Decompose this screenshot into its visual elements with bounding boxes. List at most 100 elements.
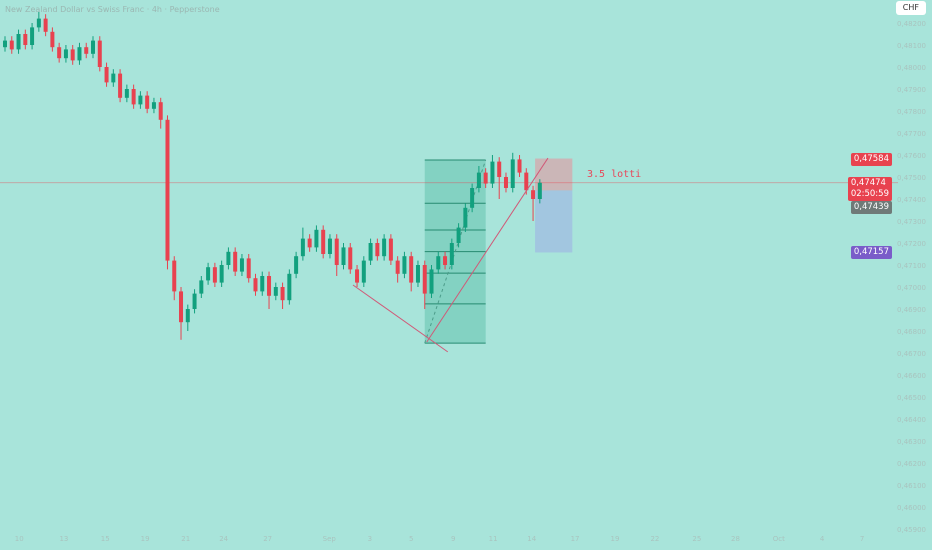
x-tick-label: 21 (181, 535, 190, 543)
candle-body (233, 251, 238, 272)
y-tick-label: 0,46400 (897, 416, 926, 424)
candle-body (63, 49, 68, 59)
x-tick-label: 7 (860, 535, 864, 543)
candle-body (273, 287, 278, 296)
trend-line (352, 284, 449, 353)
candle-body (246, 258, 251, 279)
x-tick-label: 27 (263, 535, 272, 543)
candle-body (402, 256, 407, 274)
candle-body (517, 159, 522, 173)
y-tick-label: 0,46300 (897, 438, 926, 446)
candle-body (348, 247, 353, 270)
candle-body (483, 172, 488, 184)
x-tick-label: 24 (219, 535, 228, 543)
target-price-badge: 0,47157 (850, 246, 892, 260)
x-tick-label: 14 (527, 535, 536, 543)
candle-body (91, 40, 96, 54)
candle-body (253, 278, 258, 292)
x-tick-label: Sep (323, 535, 337, 543)
candle-body (118, 73, 123, 98)
candle-body (151, 102, 156, 109)
currency-button[interactable]: CHF (895, 1, 926, 15)
candle-body (294, 256, 299, 274)
x-tick-label: 19 (611, 535, 620, 543)
target-zone (535, 190, 573, 253)
x-tick-label: 17 (571, 535, 580, 543)
candle-body (70, 49, 75, 61)
x-tick-label: 19 (141, 535, 150, 543)
candle-body (456, 227, 461, 243)
x-tick-label: 28 (731, 535, 740, 543)
candle-body (531, 190, 536, 199)
candle-body (23, 34, 28, 45)
candle-body (503, 177, 508, 188)
candle-body (3, 40, 7, 48)
y-tick-label: 0,47400 (897, 196, 926, 204)
candle-body (165, 119, 170, 261)
x-tick-label: Oct (773, 535, 785, 543)
candle-body (497, 161, 502, 177)
candle-body (30, 27, 35, 45)
candle-body (16, 34, 21, 50)
candle-body (77, 47, 82, 61)
candle-body (84, 47, 89, 54)
candle-body (443, 256, 448, 265)
candle-body (50, 31, 55, 48)
y-tick-label: 0,48100 (897, 42, 926, 50)
entry-price-badge: 0,47439 (850, 200, 892, 214)
symbol-title: New Zealand Dollar vs Swiss Franc · 4h ·… (5, 5, 220, 14)
y-tick-label: 0,46100 (897, 482, 926, 490)
y-tick-label: 0,48000 (897, 64, 926, 72)
candle-body (219, 265, 224, 283)
candle-body (470, 188, 475, 208)
candle-body (422, 265, 427, 294)
y-tick-label: 0,47100 (897, 262, 926, 270)
y-tick-label: 0,47500 (897, 174, 926, 182)
candle-body (300, 238, 305, 257)
candle-body (409, 256, 414, 283)
x-tick-label: 13 (59, 535, 68, 543)
stop-price-badge: 0,47584 (850, 152, 892, 166)
y-tick-label: 0,46900 (897, 306, 926, 314)
y-tick-label: 0,46200 (897, 460, 926, 468)
candle-body (429, 269, 434, 294)
y-tick-label: 0,47300 (897, 218, 926, 226)
last-price-value: 0,47474 (850, 177, 886, 188)
candle-body (212, 267, 217, 283)
candle-body (436, 256, 441, 270)
candle-body (158, 102, 163, 120)
candle-body (226, 251, 231, 265)
candle-body (463, 207, 468, 228)
candle-body (172, 260, 177, 292)
last-price-badge: 0,47474 02:50:59 (847, 176, 892, 201)
candle-body (138, 95, 143, 105)
y-tick-label: 0,47700 (897, 130, 926, 138)
y-tick-label: 0,46600 (897, 372, 926, 380)
y-tick-label: 0,46800 (897, 328, 926, 336)
candle-body (361, 260, 366, 283)
y-tick-label: 0,46000 (897, 504, 926, 512)
candle-body (267, 276, 272, 296)
fib-diagonal (424, 159, 487, 344)
y-tick-label: 0,46700 (897, 350, 926, 358)
candle-body (415, 265, 420, 283)
candle-body (179, 291, 184, 323)
candle-body (321, 229, 326, 254)
candle-body (97, 40, 102, 67)
y-tick-label: 0,47200 (897, 240, 926, 248)
y-tick-label: 0,47800 (897, 108, 926, 116)
candle-countdown: 02:50:59 (850, 188, 889, 199)
candle-body (314, 229, 319, 248)
y-tick-label: 0,45900 (897, 526, 926, 534)
candle-body (111, 73, 116, 83)
candle-body (239, 258, 244, 272)
candle-body (104, 67, 109, 83)
candle-body (368, 243, 373, 261)
candle-body (57, 47, 62, 59)
candle-body (192, 293, 197, 309)
candle-body (307, 238, 312, 248)
candle-body (206, 267, 211, 281)
candle-body (510, 159, 515, 188)
candle-body (449, 243, 454, 265)
